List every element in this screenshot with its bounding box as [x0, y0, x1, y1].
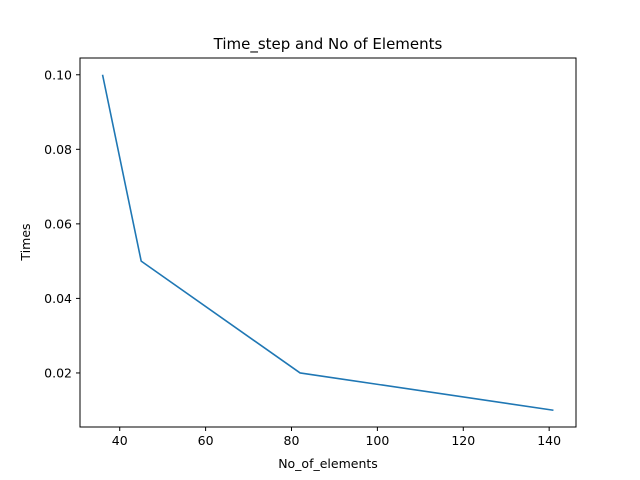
y-axis-label: Times	[18, 223, 33, 261]
y-tick-label: 0.10	[44, 67, 72, 82]
y-tick-label: 0.06	[44, 216, 72, 231]
x-tick-label: 40	[112, 433, 128, 448]
x-axis-label: No_of_elements	[278, 456, 378, 471]
y-axis: 0.02 0.04 0.06 0.08 0.10	[44, 67, 80, 380]
x-tick-label: 120	[451, 433, 475, 448]
x-tick-label: 80	[284, 433, 300, 448]
y-tick-label: 0.04	[44, 291, 72, 306]
x-tick-label: 60	[198, 433, 214, 448]
series-layer	[101, 74, 554, 412]
x-axis: 40 60 80 100 120 140	[112, 427, 561, 448]
y-tick-label: 0.02	[44, 365, 72, 380]
x-tick-label: 100	[365, 433, 389, 448]
y-tick-label: 0.08	[44, 142, 72, 157]
plot-frame	[79, 57, 577, 428]
plot-area	[79, 57, 577, 428]
x-tick-label: 140	[537, 433, 561, 448]
chart-title: Time_step and No of Elements	[213, 35, 443, 54]
series-line-0	[101, 74, 554, 412]
